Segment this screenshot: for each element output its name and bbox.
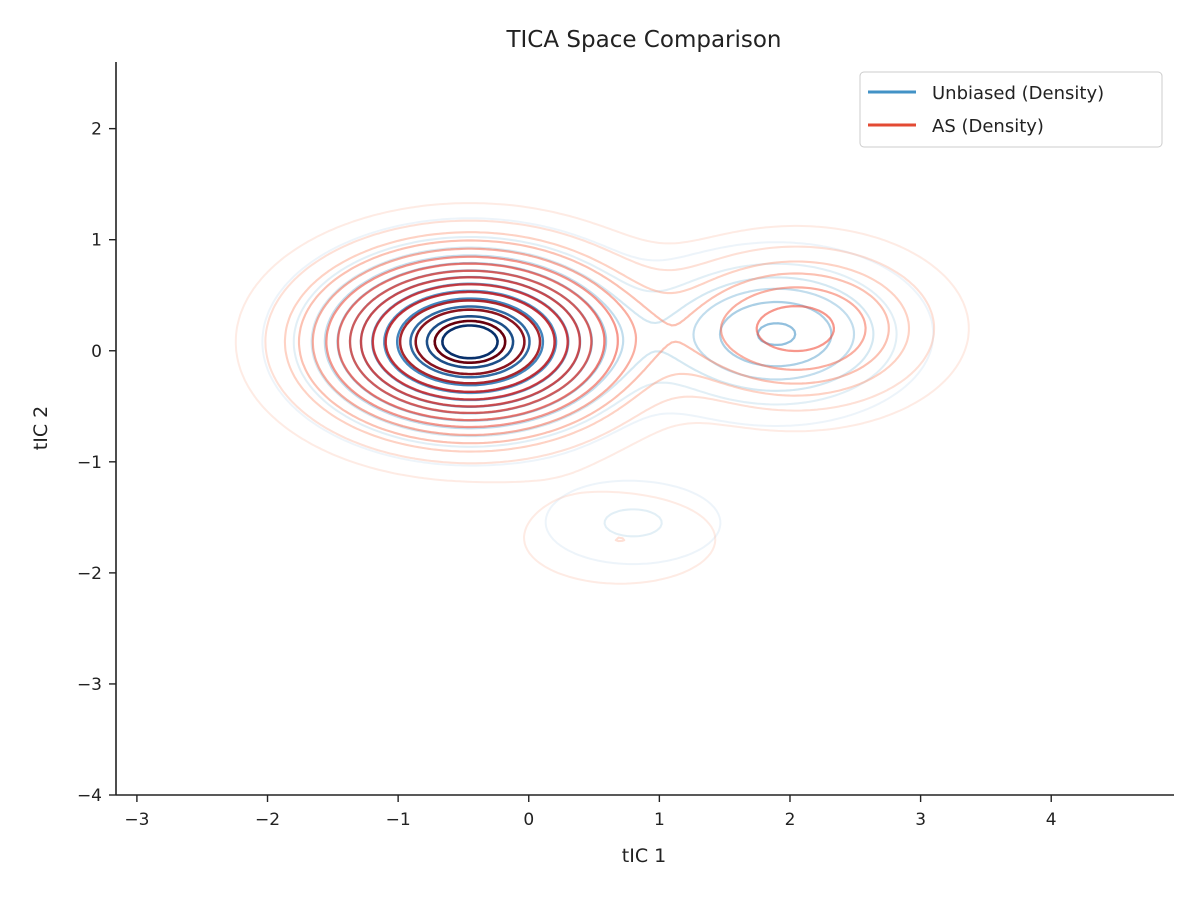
legend-label-as: AS (Density)	[932, 116, 1044, 137]
axes: −3 −2 −1 0 1 2 3 4 −4 −3 −2 −1 0 1 2	[77, 62, 1174, 830]
x-tick-label: 1	[654, 810, 665, 830]
y-tick-label: 2	[91, 120, 102, 140]
x-ticks: −3 −2 −1 0 1 2 3 4	[124, 795, 1057, 830]
unbiased-contour-level-10	[409, 305, 531, 379]
y-tick-label: 1	[91, 231, 102, 251]
x-tick-label: −1	[386, 810, 411, 830]
as-contour-level-2	[283, 231, 911, 453]
chart-title: TICA Space Comparison	[505, 27, 781, 53]
unbiased-contour-level-9	[395, 297, 545, 387]
as-contour-level-7	[348, 269, 593, 415]
x-tick-label: 2	[785, 810, 796, 830]
as-contours	[234, 202, 970, 585]
x-axis-label: tIC 1	[622, 845, 666, 867]
y-tick-label: −2	[77, 564, 102, 584]
x-tick-label: −3	[124, 810, 149, 830]
unbiased-contour-level-12	[441, 324, 499, 360]
y-ticks: −4 −3 −2 −1 0 1 2	[77, 120, 116, 806]
y-tick-label: −3	[77, 675, 102, 695]
as-contour-level-6	[336, 262, 606, 422]
unbiased-contour-level-11	[425, 315, 515, 369]
x-tick-label: 3	[915, 810, 926, 830]
y-tick-label: 0	[91, 342, 102, 362]
legend-box	[859, 71, 1163, 148]
legend-label-unbiased: Unbiased (Density)	[932, 83, 1104, 104]
unbiased-contour-level-1	[292, 235, 898, 538]
y-axis-label: tIC 2	[30, 406, 52, 450]
y-tick-label: −1	[77, 453, 102, 473]
legend: Unbiased (Density) AS (Density)	[859, 71, 1163, 148]
as-contour-level-4	[311, 247, 867, 437]
as-contour-level-13	[433, 319, 507, 364]
as-contour-level-0	[234, 202, 970, 585]
contour-layer	[234, 202, 970, 585]
as-contour-level-8	[359, 276, 581, 408]
x-tick-label: 0	[523, 810, 534, 830]
as-contour-level-9	[371, 283, 569, 401]
x-tick-label: −2	[255, 810, 280, 830]
as-contour-level-1	[264, 219, 936, 543]
as-contour-level-10	[384, 290, 556, 394]
as-contour-level-12	[414, 308, 526, 376]
x-tick-label: 4	[1046, 810, 1057, 830]
unbiased-contour-level-0	[261, 217, 935, 566]
as-contour-level-3	[297, 239, 890, 445]
as-contour-level-5	[325, 255, 836, 429]
as-contour-level-11	[398, 299, 542, 385]
unbiased-contour-level-2	[310, 246, 875, 438]
y-tick-label: −4	[77, 786, 102, 806]
